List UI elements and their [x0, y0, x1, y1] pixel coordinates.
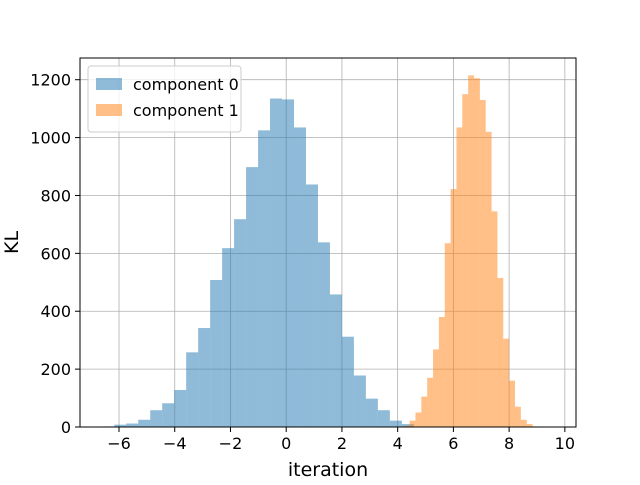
y-tick-label: 1200	[30, 71, 71, 90]
series-1-bar	[485, 131, 492, 428]
y-tick-label: 1000	[30, 129, 71, 148]
series-1-bar	[421, 396, 428, 427]
x-tick-label: −6	[107, 434, 131, 453]
ticks-layer: −6 −4 −2 0 2 4 6 8 10 0 200 400 600 800 1000 1200	[30, 71, 575, 453]
series-0-bar	[365, 398, 378, 427]
legend-label: component 1	[133, 101, 239, 120]
series-0-bar	[210, 279, 223, 427]
legend-box	[87, 65, 242, 133]
series-1-bar	[503, 338, 510, 427]
series-0-bar	[186, 352, 199, 427]
series-1-bar	[462, 94, 469, 428]
series-0-bar	[150, 410, 163, 427]
series-1-bar	[415, 412, 422, 427]
x-tick-label: 8	[504, 434, 514, 453]
series-0-bar	[294, 127, 306, 427]
legend-items: component 0 component 1	[96, 75, 239, 120]
series-0-bar	[234, 219, 247, 427]
series-0-bar	[126, 423, 139, 427]
x-tick-label: −2	[219, 434, 243, 453]
legend: component 0 component 1	[87, 65, 242, 133]
series-0-bar	[162, 403, 175, 427]
series-1-bar	[450, 189, 457, 427]
series-0-bar	[317, 242, 330, 427]
series-0-bar	[174, 389, 187, 427]
x-tick-label: −4	[163, 434, 187, 453]
series-0-bar	[377, 410, 390, 427]
series-1-bar	[491, 211, 498, 427]
x-tick-label: 4	[393, 434, 403, 453]
y-tick-label: 200	[40, 360, 71, 379]
series-0-bar	[305, 184, 318, 427]
x-tick-label: 2	[337, 434, 347, 453]
series-0-bar	[222, 248, 235, 427]
y-axis-title: KL	[1, 231, 23, 254]
y-tick-label: 0	[61, 418, 71, 437]
x-tick-label: 10	[555, 434, 575, 453]
series-1-bar	[403, 425, 410, 427]
series-1-bar	[433, 349, 439, 427]
x-tick-label: 6	[448, 434, 458, 453]
y-tick-label: 800	[40, 186, 71, 205]
series-0-bar	[246, 167, 259, 428]
series-0-bar	[138, 419, 151, 427]
plot-frame	[79, 57, 577, 428]
bars-layer	[102, 75, 539, 428]
series-1-bar	[497, 277, 504, 427]
legend-swatch	[96, 104, 122, 116]
y-tick-label: 400	[40, 302, 71, 321]
series-1-bar	[514, 406, 521, 427]
series-1-bar	[456, 127, 463, 427]
series-1-bar	[479, 99, 486, 427]
series-1-bar	[509, 380, 515, 427]
series-1-bar	[526, 424, 533, 427]
series-1-bar	[438, 317, 445, 427]
series-1-bar	[409, 420, 416, 427]
series-0-bar	[198, 328, 211, 427]
x-axis-title: iteration	[288, 459, 368, 480]
series-0-bar	[353, 375, 366, 427]
series-1-bar	[427, 377, 434, 427]
x-tick-label: 0	[281, 434, 291, 453]
legend-label: component 0	[133, 75, 239, 94]
y-tick-label: 600	[40, 244, 71, 263]
series-0-bar	[329, 294, 342, 427]
series-1-bar	[474, 78, 480, 428]
series-0-bar	[341, 336, 354, 427]
series-0-bar	[258, 130, 271, 427]
series-0-bar	[270, 98, 283, 428]
series-0-bar	[282, 99, 295, 428]
series-1-bar	[444, 243, 451, 427]
series-1-bar	[520, 419, 527, 427]
series-0-bar	[401, 424, 414, 427]
series-0-bar	[114, 424, 127, 427]
series-0-bar	[389, 420, 402, 427]
series-1-bar	[468, 75, 475, 427]
legend-swatch	[96, 78, 122, 90]
